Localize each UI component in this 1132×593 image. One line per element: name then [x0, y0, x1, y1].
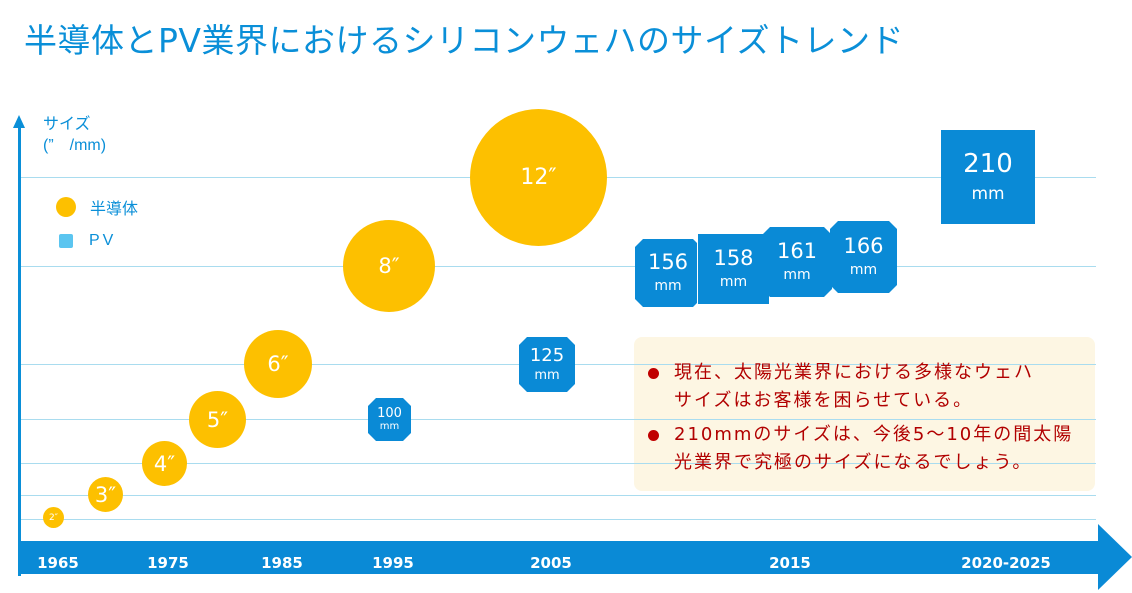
wafer-label: 8″	[378, 254, 400, 278]
pv-size-unit: mm	[534, 367, 560, 383]
note-1-line-1: 現在、太陽光業界における多様なウェハ	[674, 362, 1034, 383]
x-tick: 2005	[530, 554, 572, 572]
pv-size-unit: mm	[971, 183, 1005, 204]
gridline	[634, 463, 1095, 464]
wafer-label: 6″	[267, 352, 289, 376]
gridline	[634, 364, 1095, 365]
legend-label: PV	[89, 232, 117, 249]
pv-size-unit: mm	[783, 267, 811, 284]
x-axis-bar	[20, 541, 1100, 574]
note-1: 現在、太陽光業界における多様なウェハ サイズはお客様を困らせている。	[674, 359, 1034, 415]
pv-size-unit: mm	[379, 421, 400, 433]
wafer-label: 12″	[520, 165, 557, 190]
bullet-icon	[648, 430, 659, 441]
gridline	[21, 266, 1096, 267]
note-2: 210mmのサイズは、今後5～10年の間太陽 光業界で究極のサイズになるでしょう…	[674, 421, 1073, 477]
y-axis-label: サイズ (” /mm)	[43, 113, 106, 157]
pv-size-unit: mm	[654, 278, 682, 295]
pv-wafer-100mm: 100 mm	[368, 398, 411, 441]
circle-icon	[56, 197, 76, 217]
pv-size-value: 161	[776, 239, 818, 264]
wafer-circle-5in: 5″	[189, 391, 246, 448]
pv-size-unit: mm	[849, 262, 878, 279]
x-tick: 1965	[37, 554, 79, 572]
y-axis-arrow-icon	[13, 115, 25, 128]
note-2-line-2: 光業界で究極のサイズになるでしょう。	[674, 452, 1033, 473]
pv-wafer-125mm: 125 mm	[519, 337, 575, 392]
y-axis-title: サイズ	[43, 114, 91, 133]
wafer-circle-3in: 3″	[88, 477, 123, 512]
wafer-label: 3″	[94, 482, 117, 507]
gridline	[21, 463, 1096, 464]
note-2-line-1: 210mmのサイズは、今後5～10年の間太陽	[674, 424, 1074, 445]
pv-size-value: 156	[647, 250, 689, 275]
pv-wafer-161mm: 161 mm	[762, 227, 832, 297]
gridline	[634, 419, 1095, 420]
wafer-label: 4″	[153, 451, 176, 476]
pv-wafer-210mm: 210 mm	[941, 130, 1035, 224]
wafer-circle-4in: 4″	[142, 441, 187, 486]
legend-label: 半導体	[90, 199, 139, 218]
note-1-line-2: サイズはお客様を困らせている。	[674, 390, 974, 411]
wafer-label: 2″	[48, 512, 59, 523]
pv-size-value: 158	[713, 246, 754, 271]
gridline	[21, 495, 1096, 496]
legend-pv: PV	[56, 232, 116, 250]
wafer-label: 5″	[206, 407, 229, 432]
x-tick: 2020-2025	[961, 554, 1051, 572]
pv-wafer-158mm: 158 mm	[697, 234, 769, 304]
pv-size-value: 166	[843, 234, 884, 259]
pv-size-value: 210	[963, 149, 1013, 180]
x-axis-arrow-icon	[1098, 524, 1132, 590]
gridline	[21, 419, 1096, 420]
pv-wafer-156mm: 156 mm	[635, 239, 701, 307]
wafer-circle-2in: 2″	[43, 507, 64, 528]
y-axis-unit: (” /mm)	[43, 137, 107, 154]
pv-size-unit: mm	[719, 274, 748, 291]
x-tick: 2015	[769, 554, 811, 572]
page-title: 半導体とPV業界におけるシリコンウェハのサイズトレンド	[24, 21, 904, 60]
x-tick: 1995	[372, 554, 414, 572]
legend-semiconductor: 半導体	[56, 195, 138, 219]
bullet-icon	[648, 368, 659, 379]
y-axis	[18, 126, 21, 576]
wafer-circle-8in: 8″	[343, 220, 435, 312]
pv-wafer-166mm: 166 mm	[830, 221, 897, 293]
square-icon	[59, 234, 73, 248]
gridline	[21, 519, 1096, 520]
x-tick: 1975	[147, 554, 189, 572]
note-box: 現在、太陽光業界における多様なウェハ サイズはお客様を困らせている。 210mm…	[634, 337, 1095, 491]
pv-size-value: 100	[377, 405, 402, 421]
wafer-circle-6in: 6″	[244, 330, 312, 398]
x-tick: 1985	[261, 554, 303, 572]
pv-size-value: 125	[529, 344, 565, 366]
wafer-circle-12in: 12″	[470, 109, 607, 246]
